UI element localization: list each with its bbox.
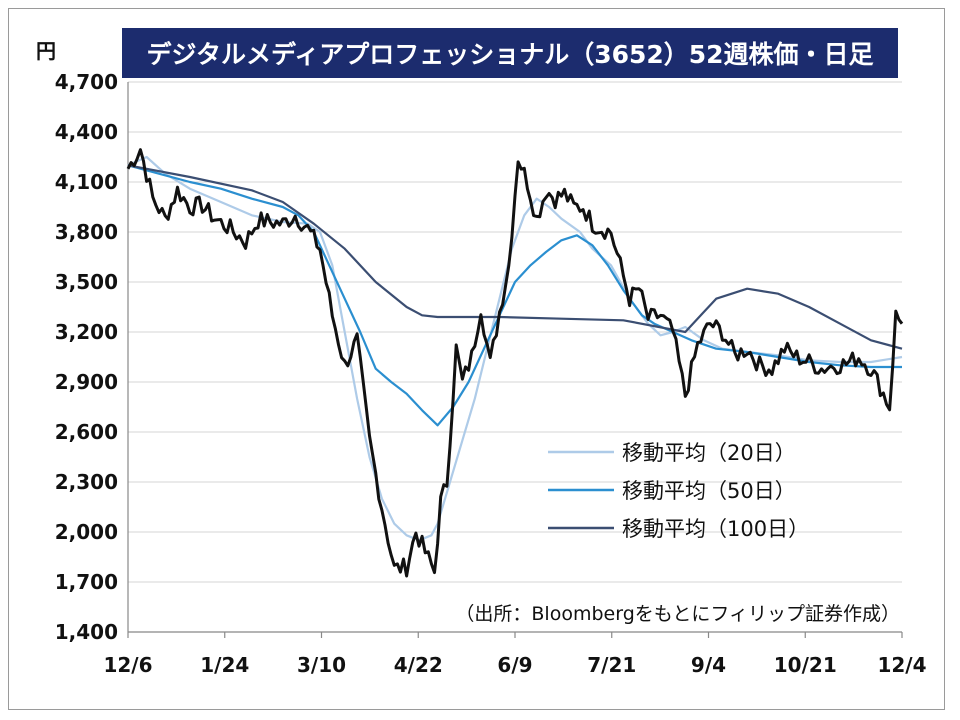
x-tick-label: 4/22	[394, 653, 443, 677]
y-tick-label: 3,800	[55, 220, 118, 244]
y-tick-label: 3,200	[55, 320, 118, 344]
chart-title: デジタルメディアプロフェッショナル（3652）52週株価・日足	[122, 28, 898, 78]
legend: 移動平均（20日） 移動平均（50日） 移動平均（100日）	[548, 441, 809, 541]
source-note: （出所：Bloombergをもとにフィリップ証券作成）	[455, 603, 900, 625]
chart-title-text: デジタルメディアプロフェッショナル（3652）52週株価・日足	[146, 40, 874, 69]
y-tick-label: 2,300	[55, 470, 118, 494]
x-tick-label: 12/6	[103, 653, 152, 677]
legend-label: 移動平均（20日）	[622, 441, 796, 465]
series-line-price	[126, 148, 904, 578]
y-tick-label: 1,700	[55, 570, 118, 594]
y-tick-label: 2,000	[55, 520, 118, 544]
x-tick-label: 6/9	[497, 653, 532, 677]
legend-label: 移動平均（100日）	[622, 517, 809, 541]
x-tick-label: 10/21	[774, 653, 837, 677]
x-tick-label: 9/4	[691, 653, 726, 677]
grid-layer	[128, 81, 902, 583]
y-tick-label: 4,700	[55, 70, 118, 94]
y-tick-label: 4,400	[55, 120, 118, 144]
x-tick-label: 7/21	[587, 653, 636, 677]
y-axis-unit-label: 円	[36, 39, 56, 63]
legend-label: 移動平均（50日）	[622, 479, 796, 503]
y-tick-label: 3,500	[55, 270, 118, 294]
x-tick-label: 1/24	[200, 653, 249, 677]
x-tick-label: 3/10	[297, 653, 346, 677]
y-tick-label: 2,900	[55, 370, 118, 394]
axis-layer: 1,400 1,700 2,000 2,300 2,600 2,900 3,200 3,500…	[55, 70, 927, 677]
price-layer	[126, 148, 904, 578]
y-tick-label: 2,600	[55, 420, 118, 444]
y-tick-label: 1,400	[55, 620, 118, 644]
y-tick-label: 4,100	[55, 170, 118, 194]
x-tick-label: 12/4	[877, 653, 926, 677]
